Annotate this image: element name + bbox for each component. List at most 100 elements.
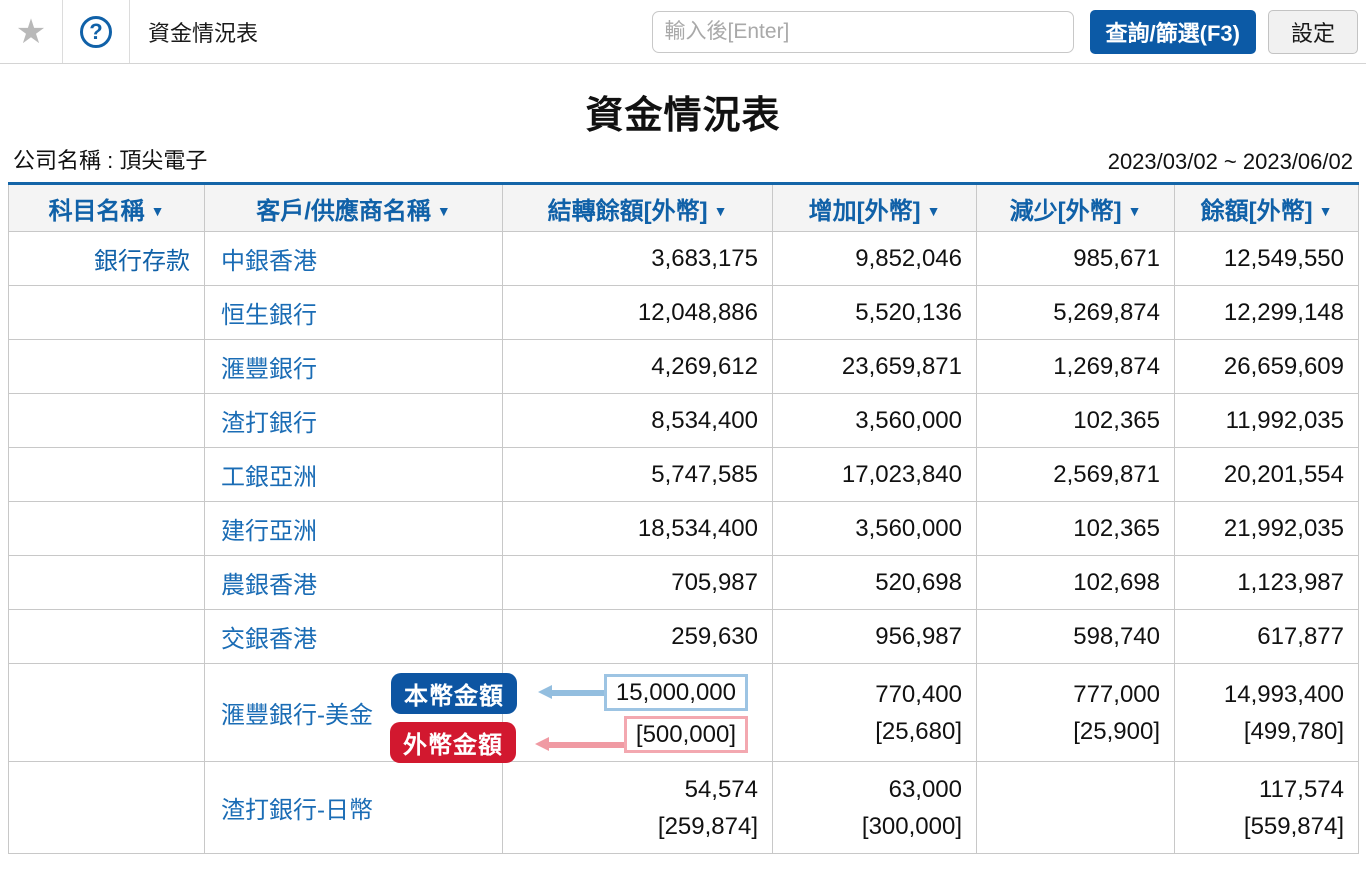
carry-cell: 5,747,585 xyxy=(502,447,773,502)
local-currency-badge: 本幣金額 xyxy=(391,673,517,714)
foreign-amount-highlight: [500,000] xyxy=(623,716,748,753)
account-cell xyxy=(8,663,205,762)
top-toolbar: ★ ? 資金情況表 查詢/篩選(F3) 設定 xyxy=(0,0,1366,64)
local-amount-highlight: 15,000,000 xyxy=(603,674,748,711)
account-cell xyxy=(8,501,205,556)
table-row: 建行亞洲 18,534,400 3,560,000 102,365 21,992… xyxy=(8,501,1359,556)
increase-cell: 63,000 [300,000] xyxy=(772,761,977,854)
sort-down-icon: ▼ xyxy=(1318,202,1333,219)
balance-cell: 14,993,400 [499,780] xyxy=(1174,663,1359,762)
balance-cell: 1,123,987 xyxy=(1174,555,1359,610)
table-row: 恒生銀行 12,048,886 5,520,136 5,269,874 12,2… xyxy=(8,285,1359,340)
customer-link[interactable]: 滙豐銀行 xyxy=(204,339,503,394)
balance-cell: 12,549,550 xyxy=(1174,231,1359,286)
sort-down-icon: ▼ xyxy=(1127,202,1142,219)
sort-down-icon: ▼ xyxy=(713,202,728,219)
balance-cell: 20,201,554 xyxy=(1174,447,1359,502)
decrease-cell: 1,269,874 xyxy=(976,339,1175,394)
balance-cell: 26,659,609 xyxy=(1174,339,1359,394)
customer-link[interactable]: 渣打銀行 xyxy=(204,393,503,448)
window-title: 資金情況表 xyxy=(148,20,259,46)
sort-down-icon: ▼ xyxy=(436,202,451,219)
customer-link[interactable]: 農銀香港 xyxy=(204,555,503,610)
increase-cell: 23,659,871 xyxy=(772,339,977,394)
decrease-cell: 2,569,871 xyxy=(976,447,1175,502)
balance-cell: 617,877 xyxy=(1174,609,1359,664)
carry-cell: 54,574 [259,874] xyxy=(502,761,773,854)
decrease-cell xyxy=(976,761,1175,854)
favorite-button[interactable]: ★ xyxy=(0,0,63,63)
table-row-annotated: 滙豐銀行-美金 本幣金額 外幣金額 15,000,000 [500,000] 7… xyxy=(8,663,1359,763)
search-input[interactable] xyxy=(651,10,1074,53)
table-row: 渣打銀行-日幣 54,574 [259,874] 63,000 [300,000… xyxy=(8,761,1359,854)
account-cell xyxy=(8,555,205,610)
account-cell xyxy=(8,761,205,854)
column-header-increase[interactable]: 增加[外幣] ▼ xyxy=(772,183,977,232)
foreign-currency-badge: 外幣金額 xyxy=(390,722,516,763)
query-filter-button[interactable]: 查詢/篩選(F3) xyxy=(1089,9,1256,54)
table-row: 交銀香港 259,630 956,987 598,740 617,877 xyxy=(8,609,1359,664)
column-header-account[interactable]: 科目名稱 ▼ xyxy=(8,183,205,232)
table-row: 工銀亞洲 5,747,585 17,023,840 2,569,871 20,2… xyxy=(8,447,1359,502)
star-icon: ★ xyxy=(15,12,47,51)
table-row: 滙豐銀行 4,269,612 23,659,871 1,269,874 26,6… xyxy=(8,339,1359,394)
customer-link[interactable]: 中銀香港 xyxy=(204,231,503,286)
account-cell xyxy=(8,609,205,664)
carry-cell: 259,630 xyxy=(502,609,773,664)
pink-left-arrow-icon xyxy=(535,737,639,752)
date-range: 2023/03/02 ~ 2023/06/02 xyxy=(1107,149,1353,174)
decrease-cell: 102,698 xyxy=(976,555,1175,610)
decrease-cell: 598,740 xyxy=(976,609,1175,664)
help-button[interactable]: ? xyxy=(63,0,130,63)
increase-cell: 770,400 [25,680] xyxy=(772,663,977,762)
carry-cell: 3,683,175 xyxy=(502,231,773,286)
customer-link[interactable]: 工銀亞洲 xyxy=(204,447,503,502)
carry-cell: 8,534,400 xyxy=(502,393,773,448)
account-cell xyxy=(8,393,205,448)
decrease-cell: 985,671 xyxy=(976,231,1175,286)
table-row: 銀行存款 中銀香港 3,683,175 9,852,046 985,671 12… xyxy=(8,231,1359,286)
account-cell: 銀行存款 xyxy=(8,231,205,286)
increase-cell: 5,520,136 xyxy=(772,285,977,340)
blue-left-arrow-icon xyxy=(538,685,614,700)
account-cell xyxy=(8,447,205,502)
company-name: 公司名稱 : 頂尖電子 xyxy=(13,148,208,173)
increase-cell: 3,560,000 xyxy=(772,393,977,448)
account-cell xyxy=(8,285,205,340)
help-icon: ? xyxy=(80,15,112,48)
decrease-cell: 5,269,874 xyxy=(976,285,1175,340)
carry-cell: 705,987 xyxy=(502,555,773,610)
carry-cell-annotated: 本幣金額 外幣金額 15,000,000 [500,000] xyxy=(390,663,773,763)
balance-cell: 11,992,035 xyxy=(1174,393,1359,448)
decrease-cell: 102,365 xyxy=(976,501,1175,556)
account-cell xyxy=(8,339,205,394)
toolbar-actions: 查詢/篩選(F3) 設定 xyxy=(651,9,1366,54)
header-row: 科目名稱 ▼ 客戶/供應商名稱 ▼ 結轉餘額[外幣] ▼ 增加[外幣] ▼ 減少[外幣]… xyxy=(8,183,1359,232)
increase-cell: 956,987 xyxy=(772,609,977,664)
decrease-cell: 102,365 xyxy=(976,393,1175,448)
increase-cell: 9,852,046 xyxy=(772,231,977,286)
annotation-layer: 本幣金額 外幣金額 15,000,000 [500,000] xyxy=(390,665,758,763)
sort-down-icon: ▼ xyxy=(926,202,941,219)
report-area: 資金情況表 公司名稱 : 頂尖電子 2023/03/02 ~ 2023/06/0… xyxy=(0,84,1366,854)
increase-cell: 17,023,840 xyxy=(772,447,977,502)
column-header-decrease[interactable]: 減少[外幣] ▼ xyxy=(976,183,1175,232)
page-title: 資金情況表 xyxy=(585,95,781,137)
settings-button[interactable]: 設定 xyxy=(1267,9,1358,54)
increase-cell: 520,698 xyxy=(772,555,977,610)
carry-cell: 4,269,612 xyxy=(502,339,773,394)
customer-link[interactable]: 渣打銀行-日幣 xyxy=(204,761,503,854)
balance-cell: 21,992,035 xyxy=(1174,501,1359,556)
decrease-cell: 777,000 [25,900] xyxy=(976,663,1175,762)
customer-link[interactable]: 交銀香港 xyxy=(204,609,503,664)
column-header-customer[interactable]: 客戶/供應商名稱 ▼ xyxy=(204,183,503,232)
customer-link[interactable]: 恒生銀行 xyxy=(204,285,503,340)
funds-table: 科目名稱 ▼ 客戶/供應商名稱 ▼ 結轉餘額[外幣] ▼ 增加[外幣] ▼ 減少[外幣]… xyxy=(8,182,1359,854)
sort-down-icon: ▼ xyxy=(150,202,165,219)
column-header-carry-balance[interactable]: 結轉餘額[外幣] ▼ xyxy=(502,183,773,232)
increase-cell: 3,560,000 xyxy=(772,501,977,556)
column-header-balance[interactable]: 餘額[外幣] ▼ xyxy=(1174,183,1359,232)
balance-cell: 12,299,148 xyxy=(1174,285,1359,340)
customer-link[interactable]: 建行亞洲 xyxy=(204,501,503,556)
table-row: 農銀香港 705,987 520,698 102,698 1,123,987 xyxy=(8,555,1359,610)
